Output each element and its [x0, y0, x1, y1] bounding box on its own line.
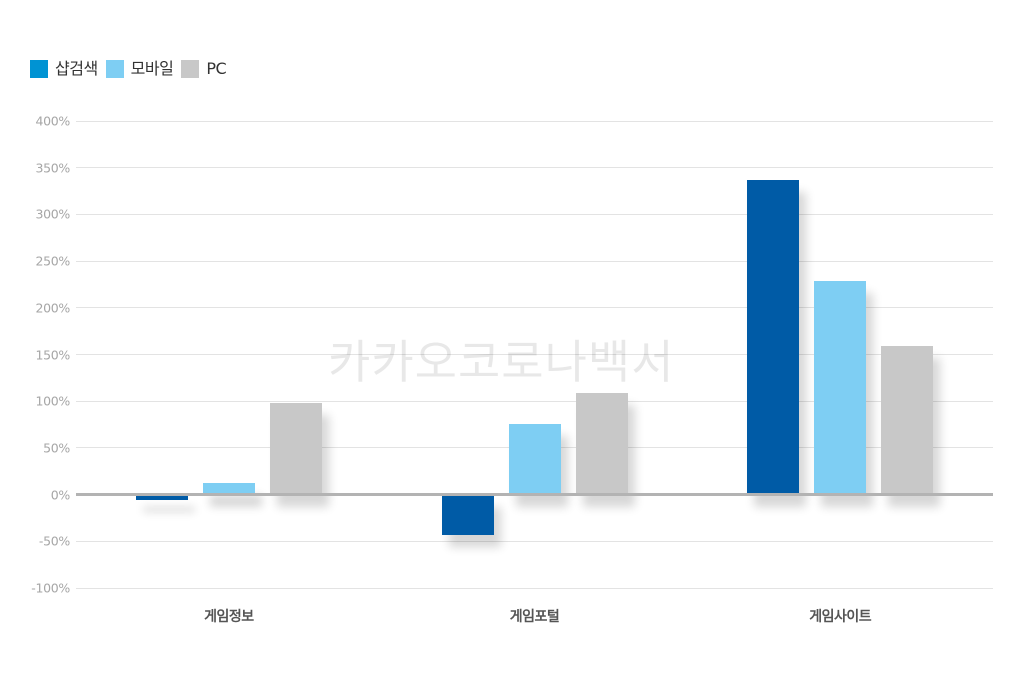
legend-item-pc[interactable]: PC: [181, 58, 227, 80]
x-category-label: 게임정보: [204, 609, 254, 625]
legend-label: PC: [206, 59, 227, 78]
y-tick-label: 400%: [35, 113, 70, 129]
y-tick-label: 250%: [35, 253, 70, 269]
gridline: [76, 213, 993, 215]
gridline: [76, 400, 993, 402]
legend-item-shop-search[interactable]: 샵검색: [30, 58, 98, 80]
x-category-label: 게임포털: [509, 609, 560, 625]
y-tick-label: 200%: [35, 300, 70, 316]
gridline: [76, 120, 993, 122]
bar-mobile[interactable]: [202, 483, 255, 495]
plot-area: [76, 120, 993, 589]
bar-pc[interactable]: [575, 392, 628, 495]
gridline: [76, 587, 993, 589]
x-category-label: 게임사이트: [809, 609, 872, 625]
legend-item-mobile[interactable]: 모바일: [105, 58, 174, 80]
gridline: [76, 354, 993, 355]
bar-shop-search[interactable]: [135, 494, 188, 501]
gridline: [76, 540, 993, 542]
bar-shop-search[interactable]: [747, 179, 800, 495]
y-tick-label: 350%: [35, 160, 70, 176]
bar-pc[interactable]: [881, 346, 934, 495]
y-tick-label: 50%: [43, 440, 70, 456]
y-tick-label: 150%: [35, 347, 70, 362]
y-tick-label: 0%: [50, 487, 71, 503]
gridline: [76, 307, 993, 309]
bar-pc[interactable]: [269, 403, 322, 495]
y-tick-label: -100%: [31, 580, 70, 596]
y-tick-label: 300%: [35, 206, 70, 222]
legend-swatch-shop-search: [30, 60, 48, 78]
gridline: [76, 167, 993, 169]
bar-mobile[interactable]: [814, 280, 867, 495]
y-tick-label: -50%: [38, 533, 70, 549]
legend-label: 샵검색: [55, 59, 98, 78]
chart-legend: 샵검색 모바일 PC: [30, 58, 234, 80]
bar-mobile[interactable]: [508, 423, 561, 495]
y-tick-label: 100%: [35, 393, 70, 409]
legend-label: 모바일: [130, 59, 174, 78]
legend-swatch-pc: [181, 60, 200, 78]
zero-axis-line: [76, 493, 993, 497]
legend-swatch-mobile: [105, 60, 124, 78]
bar-shop-search[interactable]: [441, 494, 494, 535]
gridline: [76, 260, 993, 262]
